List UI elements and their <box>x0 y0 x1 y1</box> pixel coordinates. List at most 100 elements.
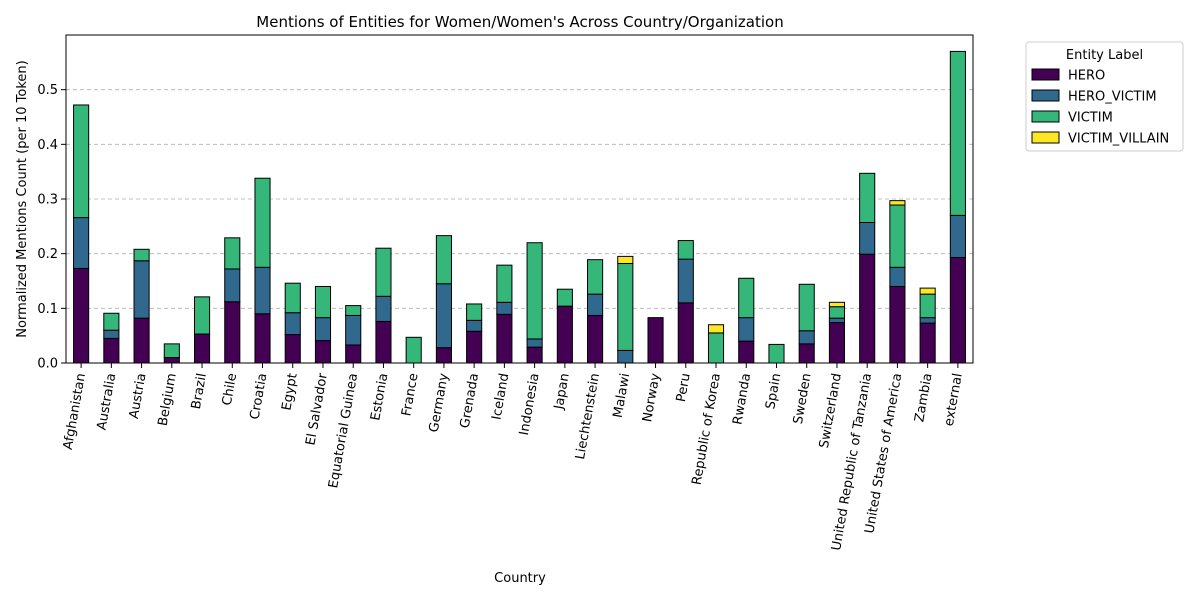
bar-segment-hero <box>919 322 936 364</box>
bar-segment-hero <box>738 340 755 364</box>
x-tick-label: Belgium <box>156 372 180 427</box>
bar-segment-hero-victim <box>859 222 876 255</box>
bar-segment-victim <box>163 343 180 359</box>
bar-segment-hero-victim <box>466 319 483 332</box>
bar-segment-victim <box>556 288 573 307</box>
bar-segment-hero <box>163 357 180 364</box>
legend-entry: HERO <box>1068 69 1105 84</box>
bar-segment-victim <box>828 306 846 319</box>
bar-segment-hero <box>224 301 241 364</box>
bar-segment-hero <box>949 256 966 364</box>
legend-swatch <box>1031 89 1060 102</box>
bar-segment-hero-victim <box>103 329 120 339</box>
bar-segment-victim <box>798 283 815 332</box>
bar-segment-hero-victim <box>133 260 150 319</box>
x-tick-label: Estonia <box>368 372 391 422</box>
bar-segment-victim <box>435 235 452 285</box>
legend-entry: VICTIM_VILLAIN <box>1068 132 1169 147</box>
legend: Entity Label HERO HERO_VICTIM VICTIM VICTIM_… <box>1025 41 1184 152</box>
x-tick-label: Chile <box>220 372 240 407</box>
bar-segment-hero <box>314 340 332 364</box>
bar-segment-hero <box>526 346 543 364</box>
bar-segment-victim <box>73 104 90 219</box>
bar-segment-hero <box>798 343 815 364</box>
x-tick-label: Malawi <box>611 372 634 419</box>
x-tick-label: Australia <box>95 372 120 431</box>
bar-segment-victim <box>496 264 513 303</box>
legend-swatch <box>1031 110 1060 123</box>
x-tick-label: Sweden <box>791 372 815 425</box>
bar-segment-hero <box>284 334 301 364</box>
y-tick-label: 0.4 <box>37 138 58 153</box>
x-tick-label: Peru <box>674 372 694 403</box>
bar-segment-victim <box>707 332 725 364</box>
x-tick-label: Japan <box>552 372 573 411</box>
bar-segment-victim <box>193 296 211 335</box>
bars <box>73 50 966 364</box>
bar-segment-victim <box>768 343 785 364</box>
x-tick-label: Austria <box>127 372 150 420</box>
x-tick-label: Iceland <box>489 372 512 421</box>
x-axis: Afghanistan Australia Austria Belgium Brazil… <box>61 363 966 552</box>
bar-segment-hero-victim <box>919 317 936 324</box>
x-tick-label: Brazil <box>189 372 210 410</box>
bar-segment-hero-victim <box>828 317 846 324</box>
bar-segment-hero <box>889 285 906 364</box>
y-tick-label: 0.3 <box>37 193 58 208</box>
y-tick-label: 0.0 <box>37 357 58 372</box>
bar-segment-victim <box>677 240 694 260</box>
x-tick-label: Zambia <box>912 372 935 423</box>
bar-segment-victim-villain <box>707 324 725 334</box>
bar-segment-victim <box>133 248 150 262</box>
bar-segment-victim <box>949 50 966 216</box>
bar-segment-hero-victim <box>345 314 362 346</box>
bar-segment-hero <box>345 344 362 364</box>
bar-segment-hero <box>133 317 150 364</box>
bar-segment-hero-victim <box>889 266 906 287</box>
bar-segment-hero <box>435 347 452 364</box>
bar-segment-victim <box>466 303 483 321</box>
bar-segment-hero-victim <box>284 312 301 336</box>
bar-segment-hero-victim <box>617 349 634 364</box>
bar-segment-hero-victim <box>738 317 755 342</box>
bar-segment-victim <box>617 263 634 351</box>
x-tick-label: external <box>942 372 966 427</box>
bar-segment-hero <box>587 314 604 364</box>
bar-segment-hero-victim <box>435 283 452 349</box>
legend-swatch <box>1031 68 1060 81</box>
bar-segment-victim <box>284 282 301 314</box>
bar-segment-victim <box>738 277 755 319</box>
bar-segment-victim <box>405 336 422 364</box>
bar-segment-hero-victim <box>375 295 392 322</box>
bar-segment-hero <box>193 333 211 364</box>
legend-entry: VICTIM <box>1068 111 1113 126</box>
y-tick-label: 0.2 <box>37 247 58 262</box>
chart-title: Mentions of Entities for Women/Women's A… <box>256 13 783 31</box>
bar-segment-hero-victim <box>798 330 815 345</box>
bar-segment-hero <box>73 267 90 364</box>
x-tick-label: Indonesia <box>517 372 543 437</box>
x-tick-label: Afghanistan <box>61 372 89 451</box>
x-tick-label: Grenada <box>458 372 482 429</box>
x-tick-label: Croatia <box>248 372 271 421</box>
x-tick-label: Rwanda <box>730 372 754 426</box>
bar-segment-hero-victim <box>496 301 513 315</box>
x-tick-label: Spain <box>763 372 784 410</box>
bar-segment-victim <box>103 312 120 331</box>
legend-entry: HERO_VICTIM <box>1068 90 1157 105</box>
bar-segment-victim <box>526 242 543 340</box>
bar-segment-hero-victim <box>254 266 271 315</box>
x-tick-label: France <box>399 372 421 417</box>
bar-segment-hero-victim <box>587 293 604 316</box>
bar-segment-victim <box>919 293 936 319</box>
bar-segment-hero-victim <box>949 214 966 258</box>
bar-segment-hero <box>496 313 513 364</box>
bar-segment-victim-villain <box>889 200 906 206</box>
bar-segment-hero <box>254 313 271 364</box>
y-axis: 0.0 0.1 0.2 0.3 0.4 0.5 <box>37 83 66 372</box>
bar-segment-hero <box>859 253 876 364</box>
bar-segment-victim <box>375 247 392 297</box>
legend-title: Entity Label <box>1066 48 1143 63</box>
y-tick-label: 0.1 <box>37 302 58 317</box>
